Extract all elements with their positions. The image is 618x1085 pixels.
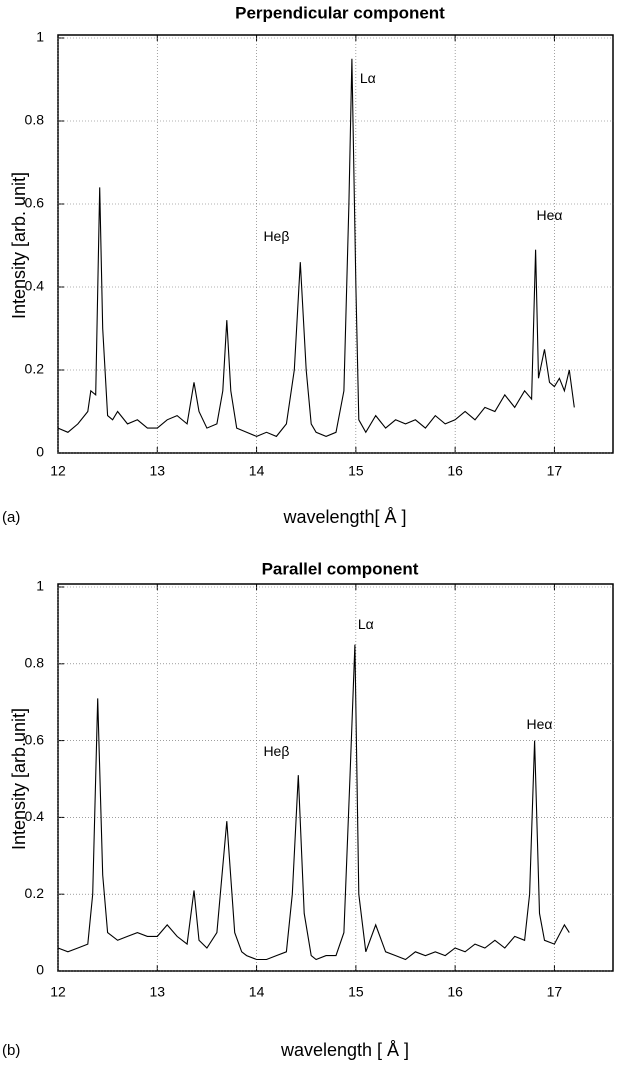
x-tick-label: 12 [50, 984, 66, 1000]
peak-annotation: Heα [527, 716, 553, 732]
peak-annotation: Heβ [263, 743, 289, 759]
spectrum-line [57, 644, 570, 961]
chart-title: Perpendicular component [235, 3, 445, 22]
y-tick-label: 0.4 [25, 278, 45, 294]
x-tick-label: 14 [249, 463, 265, 479]
peak-annotation: Heβ [263, 228, 289, 244]
x-tick-label: 17 [547, 984, 563, 1000]
x-axis-label: wavelength[ Å ] [282, 507, 406, 527]
panel-label: (b) [2, 1042, 20, 1059]
x-tick-label: 13 [149, 463, 165, 479]
y-tick-label: 0.8 [25, 112, 45, 128]
y-tick-label: 0.8 [25, 655, 45, 671]
peak-annotation: Heα [536, 207, 562, 223]
x-tick-label: 17 [547, 463, 563, 479]
x-tick-label: 14 [249, 984, 265, 1000]
y-tick-label: 1 [36, 29, 44, 45]
x-tick-label: 15 [348, 984, 364, 1000]
y-axis-label: Intensity [arb. unit] [9, 172, 29, 319]
plot-frame [57, 583, 614, 972]
x-tick-label: 16 [447, 463, 463, 479]
y-tick-label: 0.6 [25, 195, 45, 211]
y-tick-label: 0 [36, 962, 44, 978]
x-tick-label: 12 [50, 463, 66, 479]
x-tick-label: 15 [348, 463, 364, 479]
y-tick-label: 0.2 [25, 361, 45, 377]
x-tick-label: 13 [149, 984, 165, 1000]
y-tick-label: 0 [36, 444, 44, 460]
y-tick-label: 0.4 [25, 808, 45, 824]
chart-title: Parallel component [262, 559, 419, 578]
y-tick-label: 1 [36, 578, 44, 594]
panel-label: (a) [2, 509, 20, 526]
plot-frame [57, 34, 614, 454]
y-tick-label: 0.2 [25, 885, 45, 901]
y-tick-label: 0.6 [25, 731, 45, 747]
x-axis-label: wavelength [ Å ] [280, 1040, 409, 1060]
y-axis-label: Intensity [arb.unit] [9, 708, 29, 850]
spectrum-line [57, 58, 575, 438]
x-tick-label: 16 [447, 984, 463, 1000]
peak-annotation: Lα [358, 616, 374, 632]
peak-annotation: Lα [360, 70, 376, 86]
